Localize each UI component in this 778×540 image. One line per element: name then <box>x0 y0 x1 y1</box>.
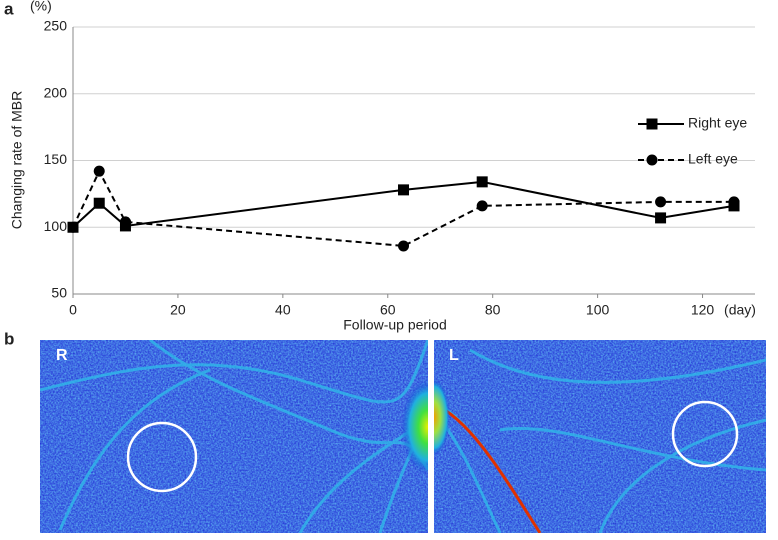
data-point <box>655 196 667 208</box>
data-point <box>119 216 131 228</box>
data-point <box>728 196 740 208</box>
x-axis-label: Follow-up period <box>343 317 447 333</box>
y-tick-label: 200 <box>44 84 68 100</box>
data-point <box>67 221 79 233</box>
data-point <box>93 165 105 177</box>
y-tick-label: 100 <box>44 218 68 234</box>
image-right <box>40 340 428 533</box>
x-tick-label: 100 <box>586 302 610 318</box>
legend-label: Left eye <box>688 151 738 167</box>
data-point <box>476 200 488 212</box>
y-tick-label: 50 <box>51 285 67 301</box>
panel-label: b <box>4 329 14 348</box>
image-label: L <box>449 347 459 364</box>
data-point <box>398 240 410 252</box>
legend-marker <box>646 154 658 166</box>
y-tick-label: 150 <box>44 151 68 167</box>
data-point <box>476 176 488 188</box>
x-tick-label: 120 <box>691 302 715 318</box>
x-tick-label: 80 <box>485 302 501 318</box>
panel-label: a <box>4 0 14 18</box>
legend-marker <box>646 118 658 130</box>
y-axis-label: Changing rate of MBR <box>9 91 25 230</box>
data-point <box>93 197 105 209</box>
x-tick-label: 60 <box>380 302 396 318</box>
legend-label: Right eye <box>688 115 747 131</box>
y-tick-label: 250 <box>44 18 68 34</box>
y-unit: (%) <box>30 0 52 14</box>
data-point <box>655 212 667 224</box>
x-tick-label: 20 <box>170 302 186 318</box>
image-label: R <box>56 347 68 364</box>
x-tick-label: 40 <box>275 302 291 318</box>
image-left <box>434 340 766 533</box>
data-point <box>398 184 410 196</box>
series-line <box>72 168 735 247</box>
x-tick-label: 0 <box>69 302 77 318</box>
x-unit: (day) <box>724 302 756 318</box>
